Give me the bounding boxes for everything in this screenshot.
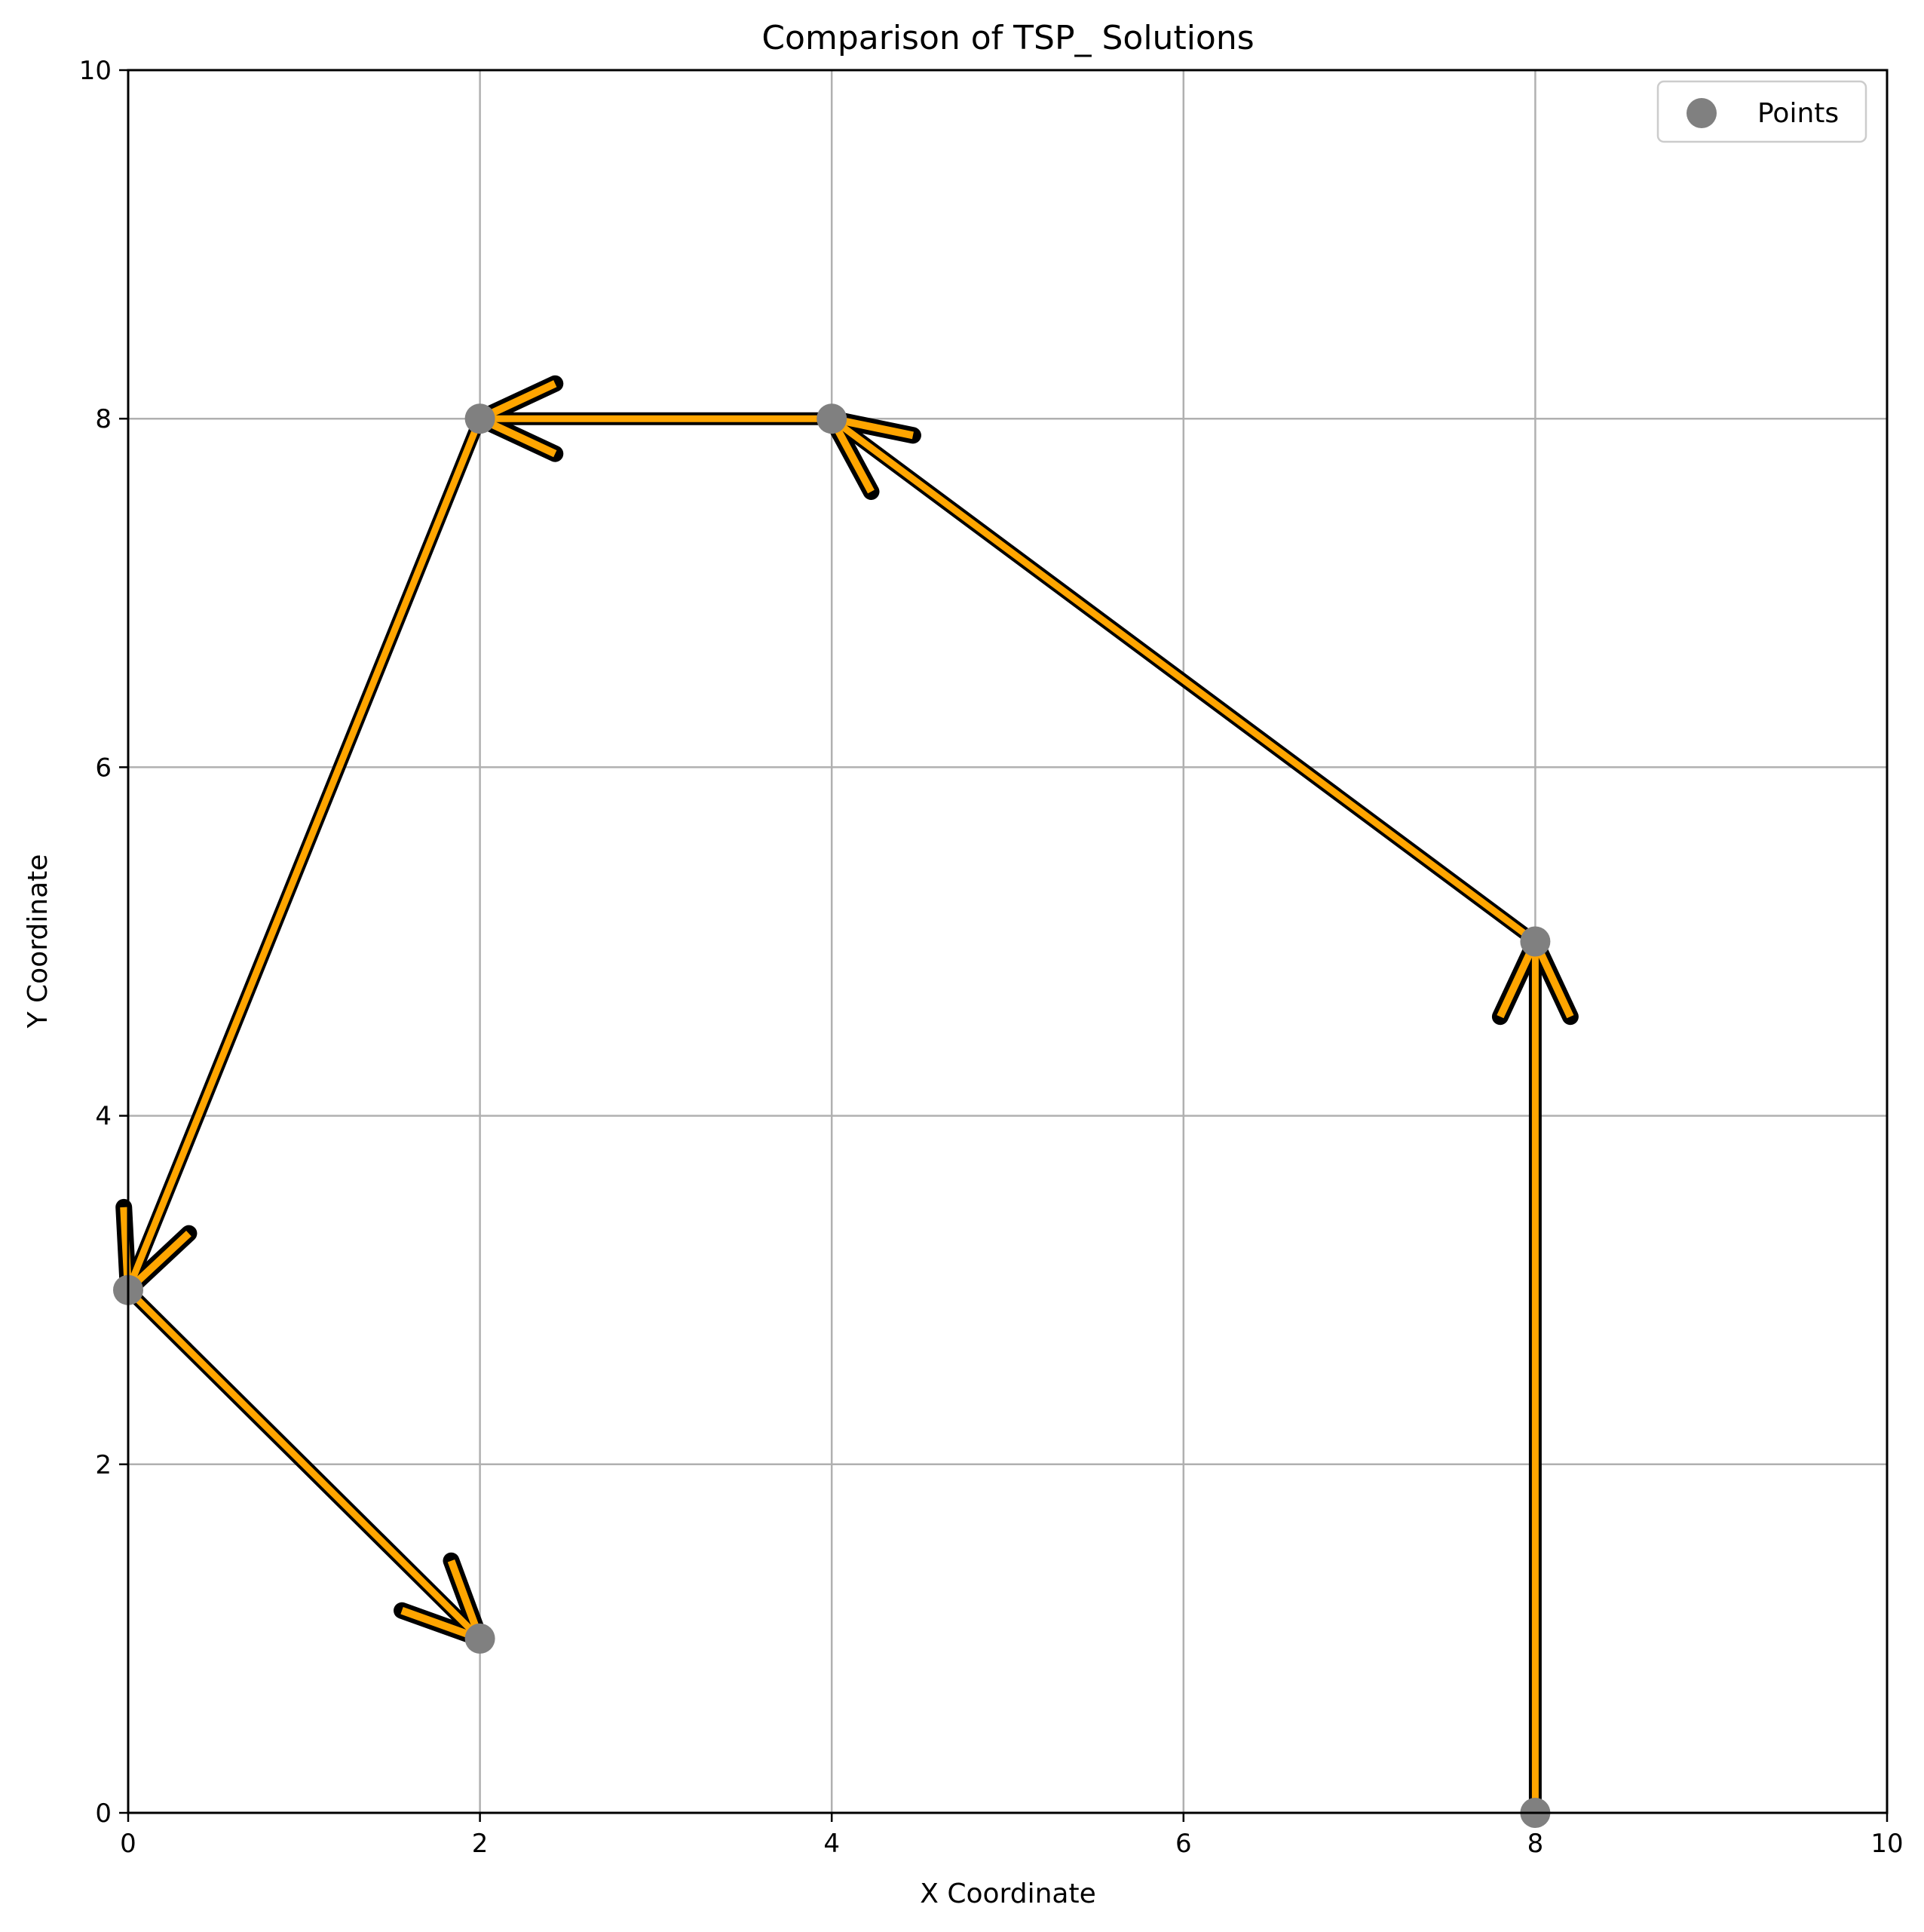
point-marker xyxy=(816,403,847,434)
route-shaft xyxy=(829,416,1538,945)
x-tick-label: 10 xyxy=(1870,1829,1903,1859)
y-tick-label: 0 xyxy=(95,1799,112,1829)
route-shaft xyxy=(125,1287,483,1642)
point-marker xyxy=(464,1623,495,1654)
y-tick-label: 6 xyxy=(95,753,112,783)
x-tick-label: 8 xyxy=(1527,1829,1544,1859)
y-tick-label: 4 xyxy=(95,1102,112,1132)
x-tick-label: 0 xyxy=(120,1829,136,1859)
legend-box xyxy=(1656,80,1867,143)
x-tick-label: 2 xyxy=(472,1829,489,1859)
plot-frame xyxy=(127,69,1889,1814)
y-tick-label: 10 xyxy=(79,56,112,86)
point-marker xyxy=(1520,926,1551,957)
points xyxy=(113,403,1551,1828)
x-axis-label: X Coordinate xyxy=(920,1878,1095,1909)
y-axis-label: Y Coordinate xyxy=(23,854,54,1029)
chart-title: Comparison of TSP_ Solutions xyxy=(761,19,1254,57)
x-tick-label: 4 xyxy=(823,1829,840,1859)
y-tick-label: 2 xyxy=(95,1450,112,1480)
x-tick-label: 6 xyxy=(1175,1829,1192,1859)
legend-label-points: Points xyxy=(1757,98,1839,129)
route-shaft xyxy=(124,417,483,1292)
point-marker xyxy=(464,403,495,434)
legend-marker-points xyxy=(1687,98,1717,128)
legend: Points xyxy=(1656,80,1867,143)
y-tick-label: 8 xyxy=(95,404,112,434)
